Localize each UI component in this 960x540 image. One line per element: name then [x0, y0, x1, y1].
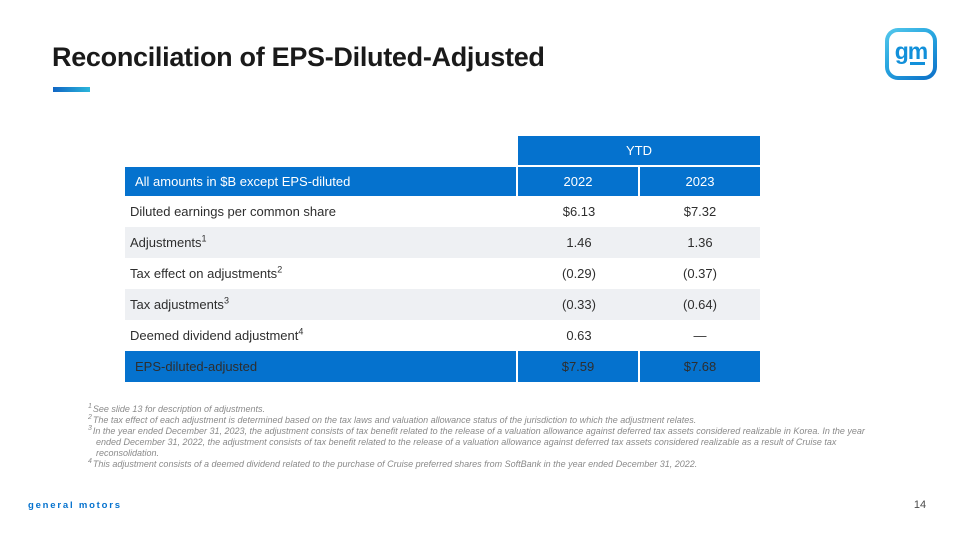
row-label: Diluted earnings per common share: [125, 196, 518, 227]
row-label-sup: 4: [298, 326, 304, 337]
gm-logo-underline: [910, 62, 925, 65]
row-label-sup: 2: [277, 264, 283, 275]
cell-2022: 0.63: [566, 328, 592, 343]
row-label-text: Diluted earnings per common share: [130, 204, 336, 219]
footnote-text: In the year ended December 31, 2023, the…: [92, 426, 865, 458]
footnote-2: 2The tax effect of each adjustment is de…: [88, 414, 886, 426]
footnote-4: 4This adjustment consists of a deemed di…: [88, 458, 886, 470]
table-row-deemed-dividend: Deemed dividend adjustment4 0.63 —: [125, 320, 760, 351]
row-label: Tax adjustments3: [125, 289, 518, 320]
row-label: EPS-diluted-adjusted: [125, 351, 518, 382]
cell-2023: 1.36: [687, 235, 713, 250]
row-label-text: Tax effect on adjustments: [130, 266, 278, 281]
table-row-adjustments: Adjustments1 1.46 1.36: [125, 227, 760, 258]
cell-2022: $6.13: [562, 204, 596, 219]
table-header-row: All amounts in $B except EPS-diluted 202…: [125, 167, 760, 196]
table-row-tax-adjustments: Tax adjustments3 (0.33) (0.64): [125, 289, 760, 320]
gm-logo-letter-g: g: [894, 37, 909, 64]
footnote-sup: 1: [88, 403, 92, 410]
title-accent-bar: [53, 87, 90, 92]
cell-2023: —: [693, 328, 707, 343]
row-label: Deemed dividend adjustment4: [125, 320, 518, 351]
footnote-text: The tax effect of each adjustment is det…: [92, 415, 697, 425]
cell-2022: (0.29): [562, 266, 596, 281]
cell-2022: 1.46: [566, 235, 592, 250]
cell-2022: (0.33): [562, 297, 596, 312]
footer-brand-wordmark: general motors: [28, 500, 122, 511]
row-label-text: EPS-diluted-adjusted: [135, 359, 258, 374]
row-label-sup: 1: [201, 233, 207, 244]
cell-2023: (0.64): [683, 297, 717, 312]
page-number: 14: [913, 499, 927, 511]
gm-logo-inner: gm: [889, 32, 933, 76]
table-group-header-row: YTD: [125, 136, 760, 165]
gm-logo-text: gm: [894, 37, 929, 69]
row-label-sup: 3: [223, 295, 229, 306]
cell-2023: $7.32: [683, 204, 717, 219]
cell-2023: $7.68: [640, 351, 760, 382]
table-corner-label: All amounts in $B except EPS-diluted: [125, 167, 518, 196]
table-row-eps-diluted-adjusted-total: EPS-diluted-adjusted $7.59 $7.68: [125, 351, 760, 382]
gm-logo-letter-m: m: [907, 37, 928, 64]
row-label: Tax effect on adjustments2: [125, 258, 518, 289]
footnote-3: 3In the year ended December 31, 2023, th…: [88, 425, 886, 459]
row-label-text: Adjustments: [130, 235, 202, 250]
page-title: Reconciliation of EPS-Diluted-Adjusted: [52, 42, 545, 72]
cell-2022: $7.59: [518, 351, 640, 382]
column-header-2023: 2023: [640, 167, 760, 196]
gm-logo: gm: [885, 28, 937, 80]
footnote-sup: 3: [88, 425, 92, 432]
cell-2023: (0.37): [683, 266, 717, 281]
footnote-text: See slide 13 for description of adjustme…: [92, 404, 266, 414]
footnote-sup: 4: [88, 458, 92, 465]
row-label-text: Deemed dividend adjustment: [130, 328, 299, 343]
column-header-2022: 2022: [518, 167, 640, 196]
row-label: Adjustments1: [125, 227, 518, 258]
eps-reconciliation-table: YTD All amounts in $B except EPS-diluted…: [125, 136, 760, 382]
table-row-tax-effect: Tax effect on adjustments2 (0.29) (0.37): [125, 258, 760, 289]
ytd-group-header: YTD: [518, 136, 760, 165]
row-label-text: Tax adjustments: [130, 297, 224, 312]
table-row-diluted-eps: Diluted earnings per common share $6.13 …: [125, 196, 760, 227]
footnote-text: This adjustment consists of a deemed div…: [92, 459, 698, 469]
footnote-sup: 2: [88, 414, 92, 421]
footnote-1: 1See slide 13 for description of adjustm…: [88, 403, 886, 415]
footnotes: 1See slide 13 for description of adjustm…: [88, 403, 886, 470]
